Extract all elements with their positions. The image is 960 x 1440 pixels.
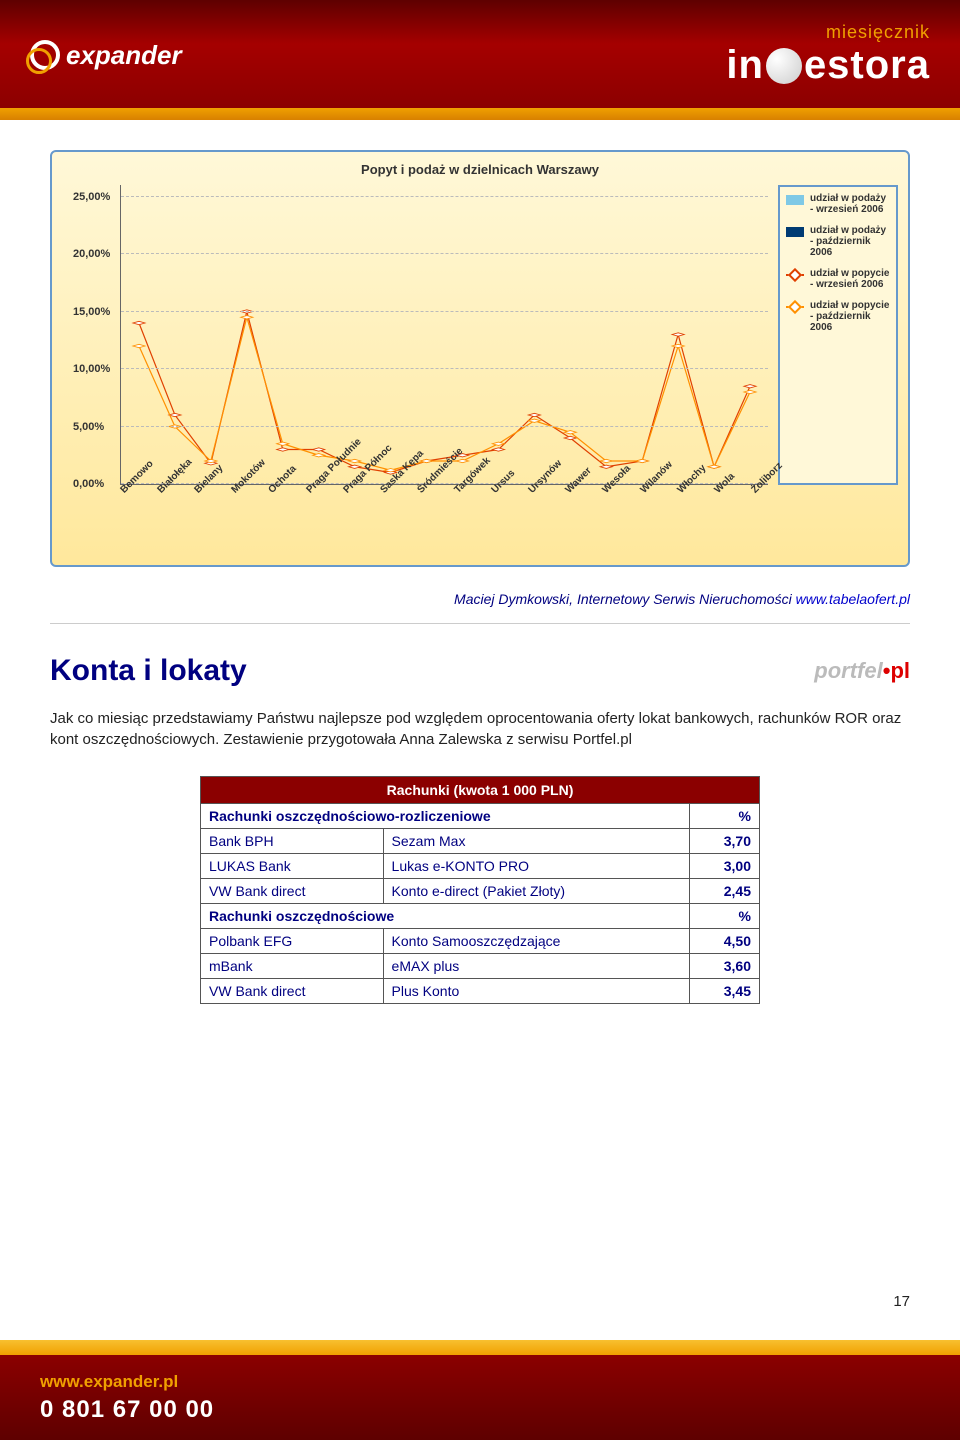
footer-phone: 0 801 67 00 00 [40, 1396, 214, 1424]
legend-swatch [786, 227, 804, 237]
body-paragraph: Jak co miesiąc przedstawiamy Państwu naj… [50, 708, 910, 750]
cell-rate: 3,00 [690, 854, 760, 879]
logo-bottom-pre: in [726, 43, 764, 88]
group1-pct: % [690, 804, 760, 829]
attribution: Maciej Dymkowski, Internetowy Serwis Nie… [50, 591, 910, 607]
legend-swatch [786, 195, 804, 205]
y-tick: 15,00% [73, 306, 110, 318]
cell-product: eMAX plus [383, 954, 689, 979]
cell-product: Konto Samooszczędzające [383, 929, 689, 954]
logo-expander-text: expander [66, 40, 182, 71]
cell-rate: 2,45 [690, 879, 760, 904]
group2-pct: % [690, 904, 760, 929]
cell-bank: Polbank EFG [201, 929, 384, 954]
y-tick: 5,00% [73, 421, 104, 433]
legend-item: udział w podaży - październik 2006 [786, 225, 890, 258]
legend-item: udział w podaży - wrzesień 2006 [786, 193, 890, 215]
cell-product: Lukas e-KONTO PRO [383, 854, 689, 879]
chart-legend: udział w podaży - wrzesień 2006 udział w … [778, 185, 898, 485]
portfel-suffix: pl [890, 658, 910, 683]
logo-top-text: miesięcznik [726, 22, 930, 43]
legend-line-icon [786, 274, 804, 276]
y-tick: 25,00% [73, 191, 110, 203]
separator [50, 623, 910, 624]
section-title: Konta i lokaty [50, 654, 247, 688]
y-tick: 10,00% [73, 363, 110, 375]
legend-label: udział w podaży - październik 2006 [810, 225, 890, 258]
group1-label: Rachunki oszczędnościowo-rozliczeniowe [201, 804, 690, 829]
table-row: Bank BPHSezam Max3,70 [201, 829, 760, 854]
cell-rate: 4,50 [690, 929, 760, 954]
cell-rate: 3,45 [690, 979, 760, 1004]
table-row: VW Bank directKonto e-direct (Pakiet Zło… [201, 879, 760, 904]
chart-frame: Popyt i podaż w dzielnicach Warszawy 0,0… [50, 150, 910, 567]
attribution-text: Maciej Dymkowski, Internetowy Serwis Nie… [454, 591, 796, 607]
page-number: 17 [893, 1293, 910, 1310]
logo-expander: expander [30, 40, 182, 71]
cell-product: Konto e-direct (Pakiet Złoty) [383, 879, 689, 904]
table-row: mBankeMAX plus3,60 [201, 954, 760, 979]
chart-title: Popyt i podaż w dzielnicach Warszawy [62, 162, 898, 177]
legend-item: udział w popycie - wrzesień 2006 [786, 268, 890, 290]
legend-label: udział w popycie - październik 2006 [810, 300, 890, 333]
accounts-table: Rachunki (kwota 1 000 PLN) Rachunki oszc… [200, 776, 760, 1004]
chart-plot-area: 0,00%5,00%10,00%15,00%20,00%25,00% [120, 185, 768, 485]
cell-bank: LUKAS Bank [201, 854, 384, 879]
cell-bank: mBank [201, 954, 384, 979]
cell-rate: 3,60 [690, 954, 760, 979]
page-footer: www.expander.pl 0 801 67 00 00 [0, 1340, 960, 1440]
table-title: Rachunki (kwota 1 000 PLN) [201, 777, 760, 804]
legend-label: udział w podaży - wrzesień 2006 [810, 193, 890, 215]
page-header: expander miesięcznik in estora [0, 0, 960, 110]
cell-product: Sezam Max [383, 829, 689, 854]
logo-bottom-post: estora [804, 43, 930, 88]
legend-item: udział w popycie - październik 2006 [786, 300, 890, 333]
attribution-link[interactable]: www.tabelaofert.pl [796, 591, 910, 607]
group2-label: Rachunki oszczędnościowe [201, 904, 690, 929]
portfel-logo: portfel•pl [814, 658, 910, 684]
y-tick: 20,00% [73, 248, 110, 260]
footer-url[interactable]: www.expander.pl [40, 1372, 214, 1392]
cell-bank: VW Bank direct [201, 979, 384, 1004]
legend-label: udział w popycie - wrzesień 2006 [810, 268, 890, 290]
cell-bank: VW Bank direct [201, 879, 384, 904]
y-tick: 0,00% [73, 478, 104, 490]
table-row: VW Bank directPlus Konto3,45 [201, 979, 760, 1004]
legend-line-icon [786, 306, 804, 308]
table-row: LUKAS BankLukas e-KONTO PRO3,00 [201, 854, 760, 879]
logo-inwestora: miesięcznik in estora [726, 22, 930, 88]
globe-icon [766, 48, 802, 84]
cell-product: Plus Konto [383, 979, 689, 1004]
rings-icon [30, 40, 60, 70]
cell-bank: Bank BPH [201, 829, 384, 854]
table-row: Polbank EFGKonto Samooszczędzające4,50 [201, 929, 760, 954]
cell-rate: 3,70 [690, 829, 760, 854]
portfel-text: portfel [814, 658, 882, 683]
